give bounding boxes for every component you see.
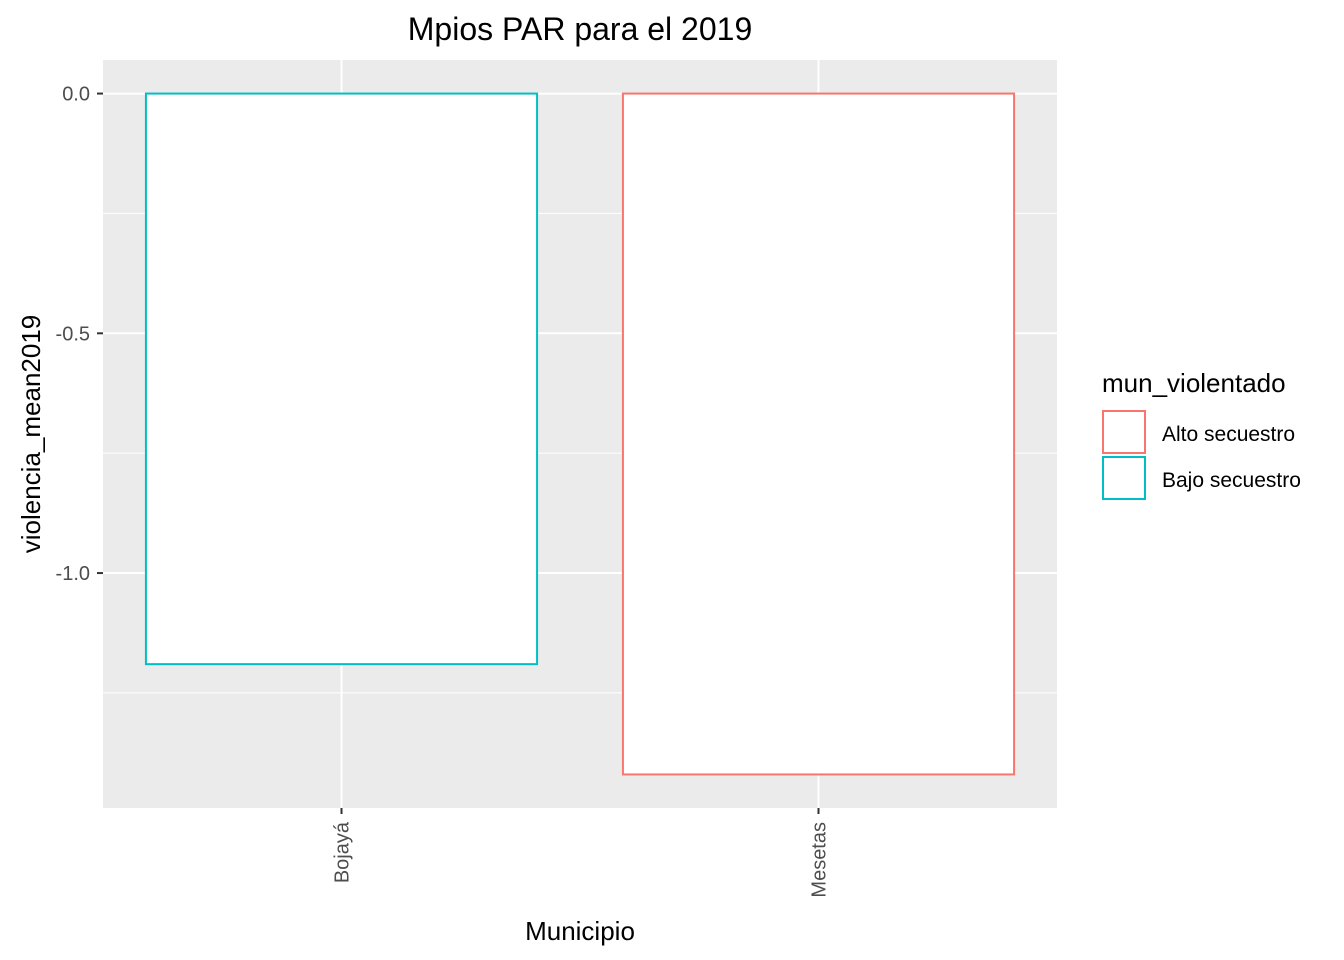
legend-key [1102,456,1146,500]
legend-label: Alto secuestro [1162,423,1295,446]
y-tick-label: -1.0 [56,563,90,585]
bar-mesetas [621,92,1016,776]
bars [144,92,1016,776]
legend: mun_violentado Alto secuestro Bajo secues… [1102,368,1301,500]
bar-bojay- [144,92,539,666]
x-tick-label: Bojayá [332,821,354,883]
legend-key [1102,410,1146,454]
y-tick-label: -0.5 [56,323,90,345]
legend-entries: Alto secuestro Bajo secuestro [1102,410,1301,500]
y-axis-title: violencia_mean2019 [16,315,46,554]
x-axis: Bojayá Mesetas [332,808,831,898]
legend-label: Bajo secuestro [1162,469,1301,492]
x-axis-title: Municipio [525,916,635,946]
legend-title: mun_violentado [1102,368,1286,398]
chart-title: Mpios PAR para el 2019 [408,11,752,47]
y-axis: 0.0 -0.5 -1.0 [56,84,103,585]
x-tick-label: Mesetas [809,822,831,898]
y-tick-label: 0.0 [62,84,90,106]
